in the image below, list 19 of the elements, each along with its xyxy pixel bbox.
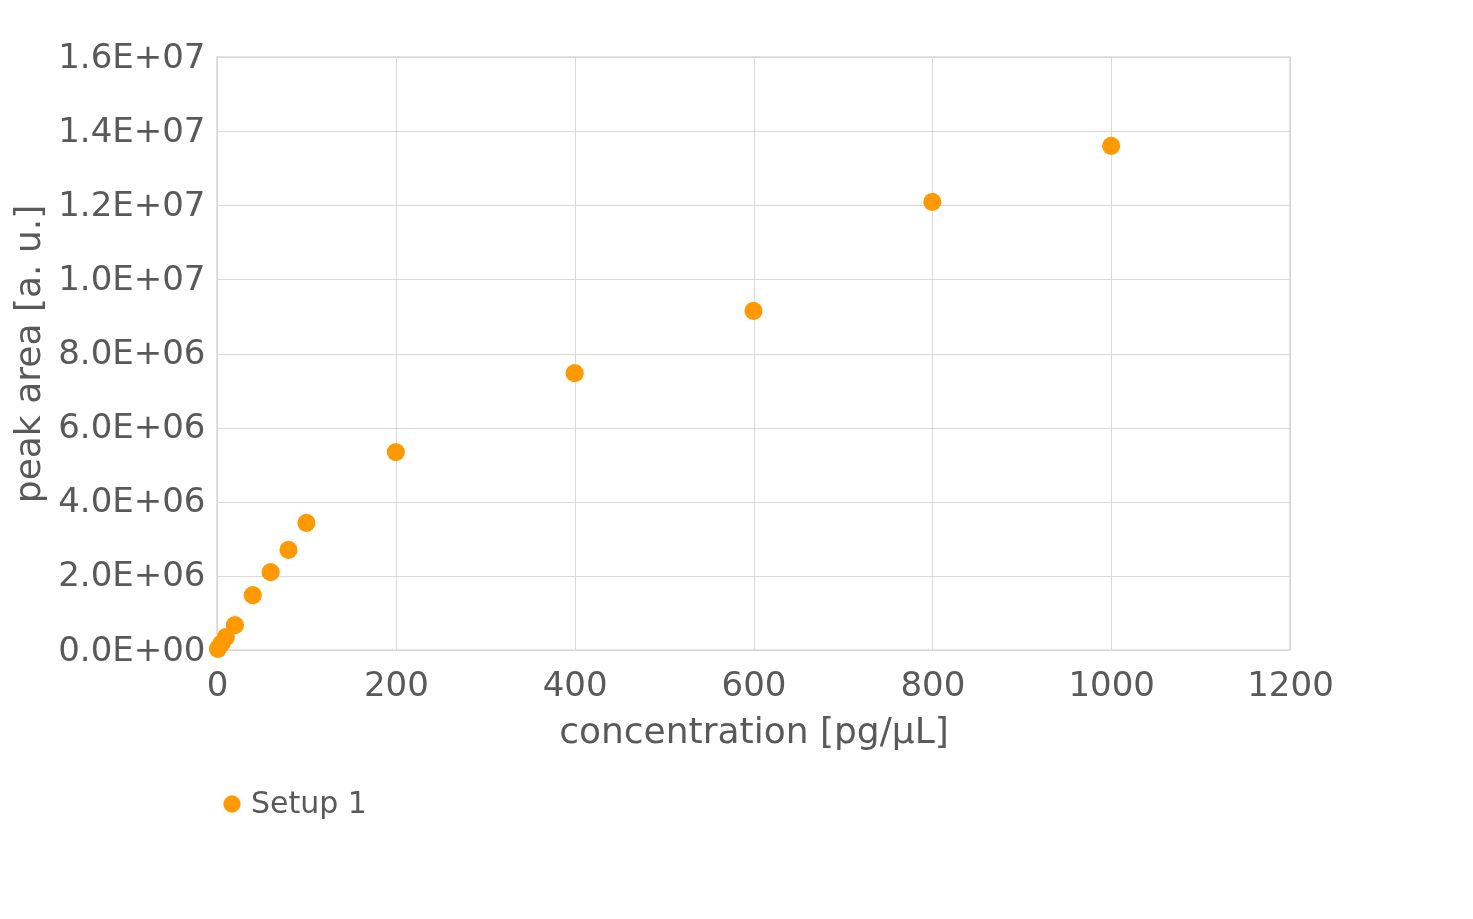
y-tick-label: 8.0E+06 (58, 332, 206, 372)
x-tick-label: 400 (542, 663, 608, 704)
y-tick-label: 1.0E+07 (58, 257, 206, 298)
y-tick-label: 1.6E+07 (58, 35, 206, 76)
y-tick-label: 1.2E+07 (58, 183, 206, 224)
x-axis-title: concentration [pg/µL] (559, 709, 949, 751)
x-tick-label: 1000 (1068, 663, 1155, 704)
y-tick-label: 6.0E+06 (58, 406, 206, 447)
y-tick-label: 4.0E+06 (58, 480, 206, 521)
legend-label: Setup 1 (251, 785, 367, 820)
x-tick-label: 1200 (1247, 663, 1334, 704)
x-tick-label: 800 (900, 663, 966, 704)
y-tick-label: 0.0E+00 (58, 628, 206, 669)
x-tick-label: 200 (363, 663, 429, 704)
y-tick-label: 2.0E+06 (58, 554, 206, 595)
x-tick-label: 600 (721, 663, 787, 704)
x-tick-label: 0 (206, 663, 229, 704)
y-axis-title: peak area [a. u.] (7, 204, 49, 504)
y-tick-label: 1.4E+07 (58, 109, 206, 150)
